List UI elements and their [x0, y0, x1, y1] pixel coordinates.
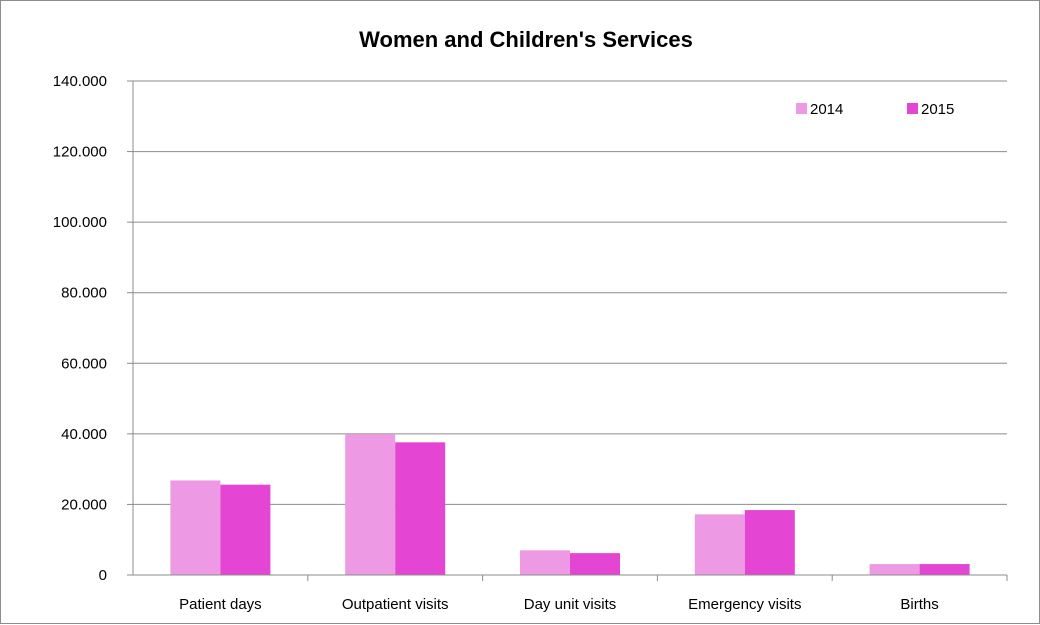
y-tick-label: 60.000 — [61, 355, 107, 372]
y-tick-label: 120.000 — [53, 144, 107, 161]
gridlines — [133, 80, 1007, 505]
legend-label-2015: 2015 — [921, 101, 954, 118]
bar-2015-emergency-visits — [744, 510, 795, 575]
y-tick-label: 80.000 — [61, 285, 107, 302]
bar-2014-births — [869, 564, 920, 575]
legend-swatch-2014 — [796, 103, 807, 114]
bar-2015-patient-days — [220, 484, 271, 575]
bar-2014-emergency-visits — [694, 514, 745, 575]
y-tick-label: 20.000 — [61, 496, 107, 513]
y-tick-label: 0 — [99, 567, 107, 584]
bar-2015-births — [919, 564, 970, 575]
y-tick-label: 140.000 — [53, 73, 107, 90]
x-tick-label: Patient days — [179, 596, 262, 613]
bar-2015-outpatient-visits — [395, 442, 446, 575]
x-tick-label: Day unit visits — [524, 596, 617, 613]
legend-swatch-2015 — [907, 103, 918, 114]
bar-2014-patient-days — [170, 480, 221, 575]
y-tick-label: 100.000 — [53, 214, 107, 231]
x-tick-label: Outpatient visits — [342, 596, 449, 613]
bars — [170, 434, 970, 575]
y-tick-label: 40.000 — [61, 426, 107, 443]
legend-label-2014: 2014 — [810, 101, 843, 118]
x-tick-label: Emergency visits — [688, 596, 801, 613]
bar-2014-outpatient-visits — [345, 434, 396, 575]
bar-2015-day-unit-visits — [570, 553, 620, 575]
x-tick-label: Births — [900, 596, 938, 613]
axes: 0 20.000 40.000 60.000 80.000 100.000 120.000 1… — [53, 73, 1008, 613]
legend: 2014 2015 — [796, 101, 954, 118]
chart-title: Women and Children's Services — [359, 27, 693, 52]
bar-2014-day-unit-visits — [520, 550, 570, 575]
